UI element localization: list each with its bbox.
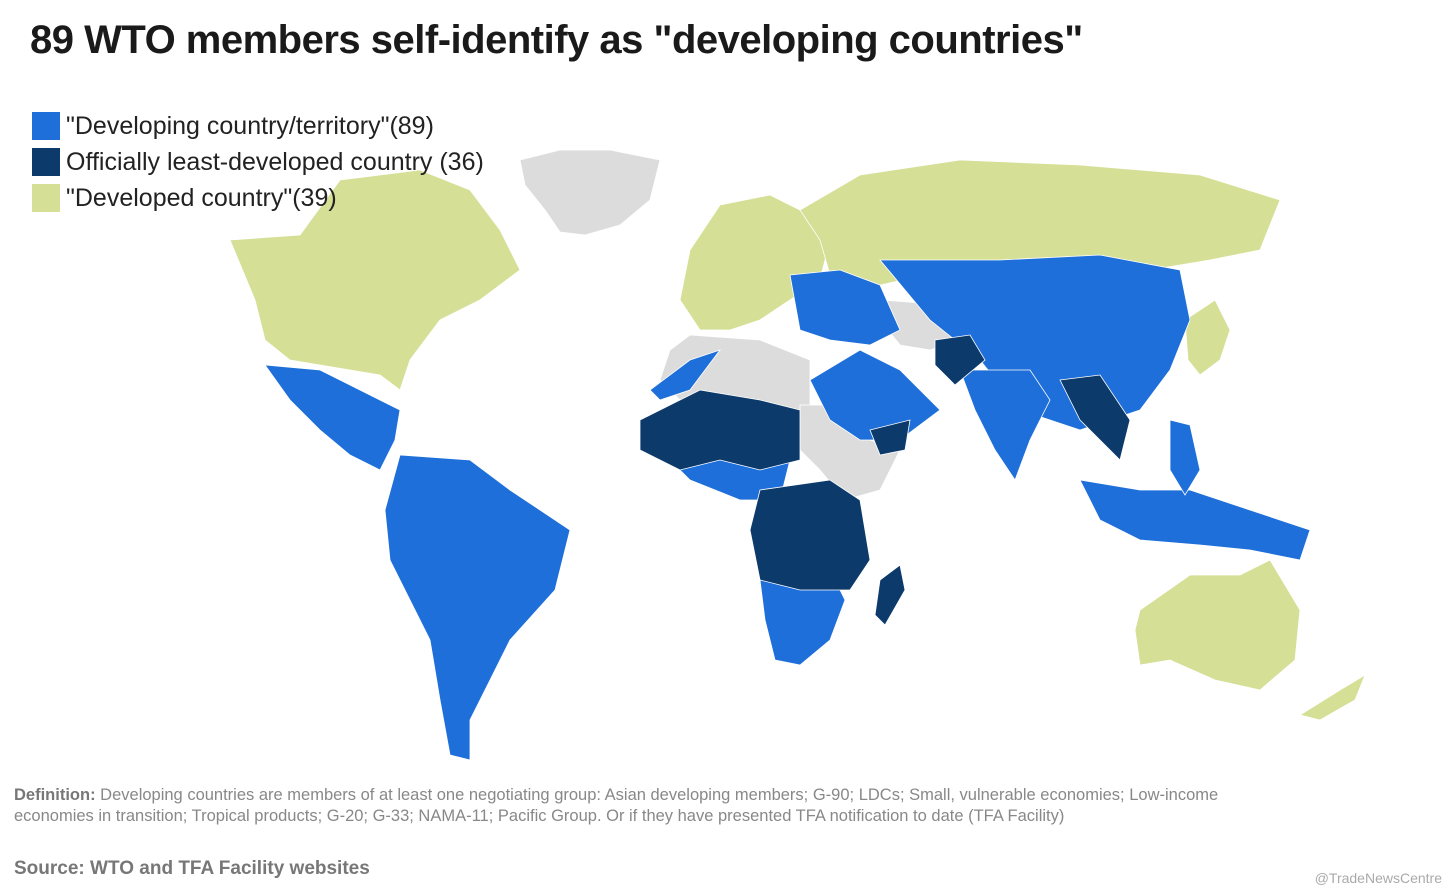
greenland <box>519 149 661 236</box>
legend: "Developing country/territory"(89) Offici… <box>32 108 484 216</box>
afghanistan <box>934 334 986 386</box>
myanmar-indochina <box>1059 374 1131 461</box>
legend-item: Officially least-developed country (36) <box>32 144 484 180</box>
world-map <box>229 149 1366 761</box>
legend-item: "Developing country/territory"(89) <box>32 108 484 144</box>
middle-east <box>809 349 941 441</box>
australia <box>1134 559 1301 691</box>
legend-item: "Developed country"(39) <box>32 180 484 216</box>
sahel-ldc <box>639 389 801 471</box>
legend-swatch <box>32 112 60 140</box>
south-america <box>384 454 571 761</box>
yemen <box>869 419 911 456</box>
morocco <box>649 349 722 401</box>
source: Source: WTO and TFA Facility websites <box>14 858 370 879</box>
central-america <box>264 364 401 471</box>
india <box>959 369 1051 481</box>
definition: Definition: Developing countries are mem… <box>14 785 1284 827</box>
legend-label: "Developing country/territory"(89) <box>66 111 434 140</box>
legend-swatch <box>32 184 60 212</box>
indonesia <box>1079 479 1311 561</box>
title: 89 WTO members self-identify as "develop… <box>30 18 1083 62</box>
madagascar <box>874 564 906 626</box>
watermark: @TradeNewsCentre <box>1314 870 1442 886</box>
turkey-caucasus <box>789 269 901 346</box>
central-africa-ldc <box>749 479 871 591</box>
definition-text: Developing countries are members of at l… <box>14 786 1219 825</box>
north-america <box>229 169 521 391</box>
legend-swatch <box>32 148 60 176</box>
definition-label: Definition: <box>14 786 96 804</box>
japan <box>1184 299 1231 376</box>
europe <box>679 194 831 331</box>
new-zealand <box>1298 674 1366 721</box>
legend-label: "Developed country"(39) <box>66 183 337 212</box>
legend-label: Officially least-developed country (36) <box>66 147 484 176</box>
philippines <box>1169 419 1201 496</box>
